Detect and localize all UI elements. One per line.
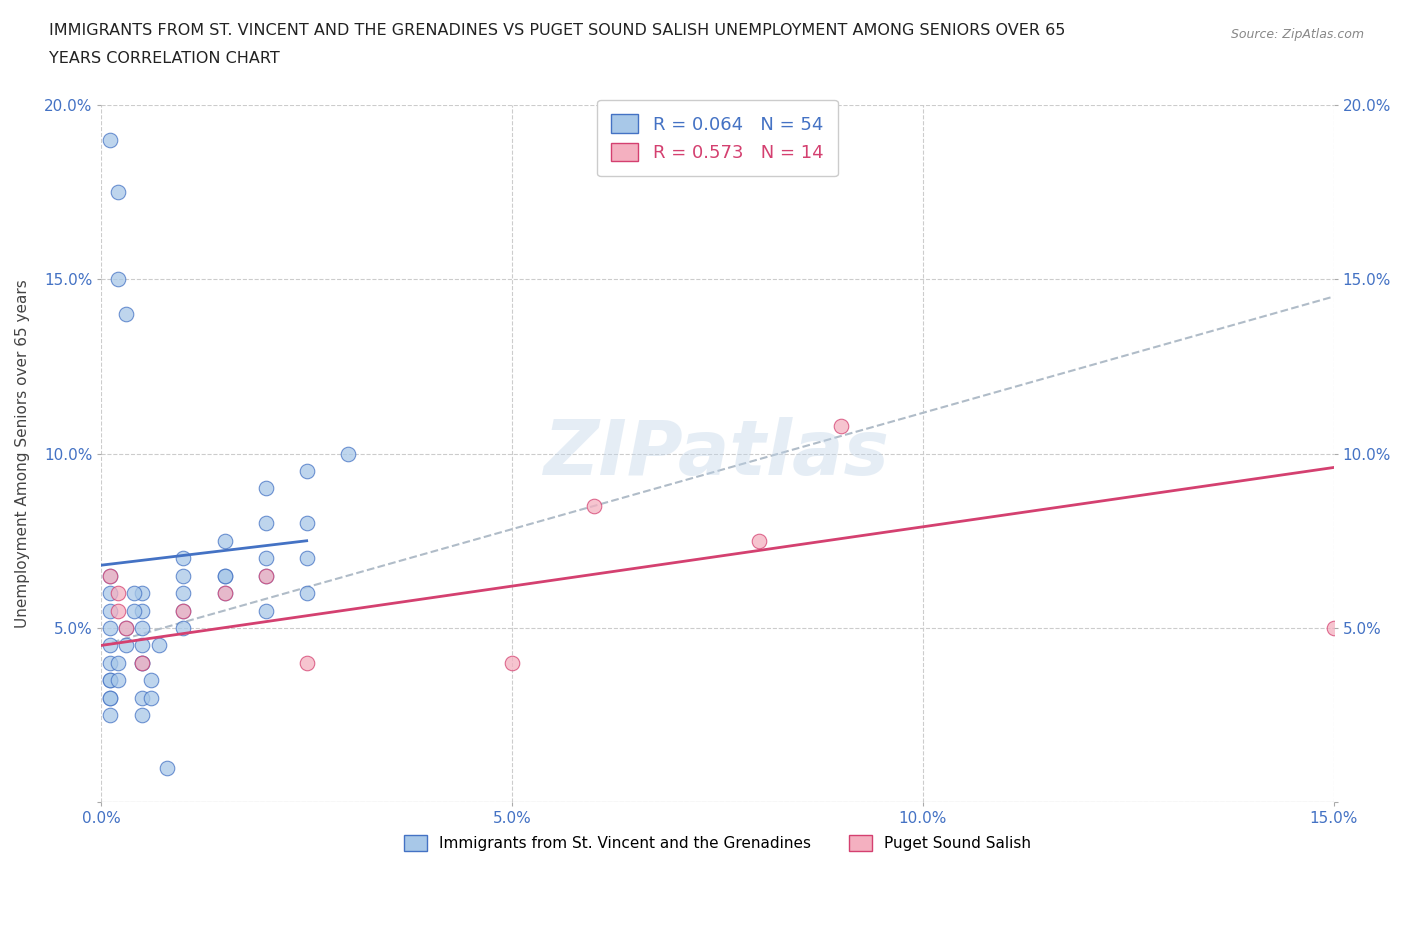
Text: Source: ZipAtlas.com: Source: ZipAtlas.com	[1230, 28, 1364, 41]
Point	[254, 568, 277, 583]
Point	[107, 656, 129, 671]
Point	[148, 638, 170, 653]
Point	[107, 272, 129, 286]
Point	[131, 620, 153, 635]
Point	[139, 672, 162, 687]
Point	[122, 586, 145, 601]
Point	[131, 603, 153, 618]
Y-axis label: Unemployment Among Seniors over 65 years: Unemployment Among Seniors over 65 years	[15, 279, 30, 628]
Point	[254, 603, 277, 618]
Point	[1323, 620, 1346, 635]
Point	[172, 568, 194, 583]
Point	[131, 656, 153, 671]
Point	[295, 551, 318, 565]
Point	[295, 463, 318, 478]
Point	[107, 586, 129, 601]
Point	[115, 620, 138, 635]
Point	[98, 620, 121, 635]
Point	[98, 672, 121, 687]
Point	[107, 603, 129, 618]
Point	[131, 586, 153, 601]
Point	[295, 586, 318, 601]
Point	[295, 516, 318, 531]
Point	[107, 672, 129, 687]
Point	[172, 620, 194, 635]
Point	[747, 533, 769, 548]
Point	[107, 184, 129, 199]
Point	[156, 760, 179, 775]
Point	[830, 418, 852, 433]
Point	[295, 656, 318, 671]
Point	[254, 481, 277, 496]
Point	[214, 533, 236, 548]
Point	[115, 638, 138, 653]
Point	[214, 586, 236, 601]
Text: IMMIGRANTS FROM ST. VINCENT AND THE GRENADINES VS PUGET SOUND SALISH UNEMPLOYMEN: IMMIGRANTS FROM ST. VINCENT AND THE GREN…	[49, 23, 1066, 38]
Point	[214, 568, 236, 583]
Point	[98, 568, 121, 583]
Point	[98, 656, 121, 671]
Point	[254, 516, 277, 531]
Point	[131, 690, 153, 705]
Point	[131, 656, 153, 671]
Point	[131, 638, 153, 653]
Point	[214, 586, 236, 601]
Point	[98, 568, 121, 583]
Text: ZIPatlas: ZIPatlas	[544, 417, 890, 490]
Point	[115, 307, 138, 322]
Point	[98, 603, 121, 618]
Point	[98, 708, 121, 723]
Point	[254, 568, 277, 583]
Text: YEARS CORRELATION CHART: YEARS CORRELATION CHART	[49, 51, 280, 66]
Point	[336, 446, 359, 461]
Point	[131, 656, 153, 671]
Point	[98, 586, 121, 601]
Point	[583, 498, 606, 513]
Point	[214, 568, 236, 583]
Point	[115, 620, 138, 635]
Point	[172, 586, 194, 601]
Point	[172, 551, 194, 565]
Point	[98, 638, 121, 653]
Point	[98, 132, 121, 147]
Point	[98, 672, 121, 687]
Legend: Immigrants from St. Vincent and the Grenadines, Puget Sound Salish: Immigrants from St. Vincent and the Gren…	[398, 830, 1038, 857]
Point	[139, 690, 162, 705]
Point	[254, 551, 277, 565]
Point	[172, 603, 194, 618]
Point	[131, 708, 153, 723]
Point	[98, 690, 121, 705]
Point	[172, 603, 194, 618]
Point	[98, 690, 121, 705]
Point	[501, 656, 523, 671]
Point	[122, 603, 145, 618]
